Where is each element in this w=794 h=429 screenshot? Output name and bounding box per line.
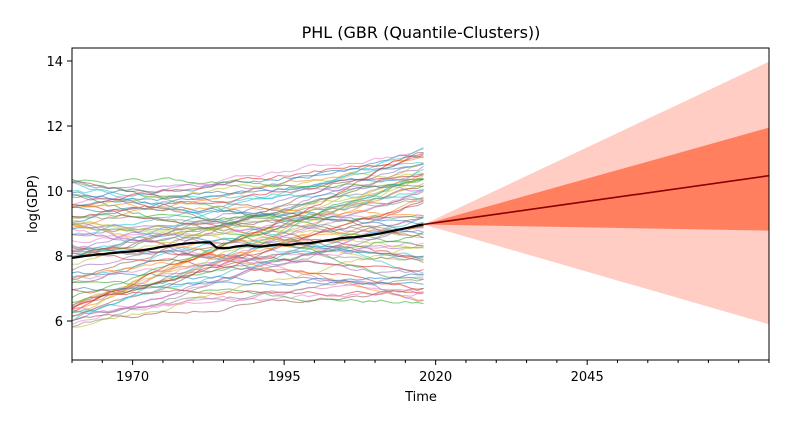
comparison-line xyxy=(72,273,424,291)
x-axis: 1970 1995 2020 2045 xyxy=(71,360,770,385)
comparison-line xyxy=(72,147,424,258)
comparison-line xyxy=(72,206,424,225)
comparison-line xyxy=(72,181,424,192)
x-tick-label: 1970 xyxy=(116,370,149,385)
x-tick-label: 2020 xyxy=(419,370,452,385)
comparison-line xyxy=(72,224,424,301)
comparison-line xyxy=(72,163,424,199)
y-tick-label: 10 xyxy=(46,185,63,200)
comparison-line xyxy=(72,216,424,231)
comparison-line xyxy=(72,151,424,281)
comparison-line xyxy=(72,288,424,297)
comparison-line xyxy=(72,247,424,272)
chart-title: PHL (GBR (Quantile-Clusters)) xyxy=(302,23,541,42)
comparison-line xyxy=(72,202,424,217)
comparison-line xyxy=(72,155,424,229)
forecast-inner-band xyxy=(423,127,769,231)
comparison-line xyxy=(72,271,424,285)
comparison-line xyxy=(72,278,424,314)
comparison-line xyxy=(72,200,424,237)
comparison-line xyxy=(72,173,424,255)
y-axis-label: log(GDP) xyxy=(26,175,41,233)
comparison-line xyxy=(72,231,424,304)
y-tick-label: 14 xyxy=(46,55,63,70)
x-axis-label: Time xyxy=(404,390,437,405)
comparison-line xyxy=(72,200,424,310)
x-tick-label: 2045 xyxy=(571,370,604,385)
comparison-line xyxy=(72,179,424,265)
comparison-line xyxy=(72,224,424,249)
plot-area xyxy=(72,61,769,328)
x-tick-label: 1995 xyxy=(268,370,301,385)
comparison-line xyxy=(72,225,424,257)
comparison-line xyxy=(72,222,424,234)
comparison-line xyxy=(72,189,424,307)
comparison-line xyxy=(72,292,424,311)
comparison-line xyxy=(72,213,424,244)
comparison-line xyxy=(72,161,424,236)
plot-frame xyxy=(71,47,770,361)
comparison-line xyxy=(72,242,424,280)
forecast-median-line xyxy=(423,174,769,226)
comparison-line xyxy=(72,247,424,261)
y-tick-label: 6 xyxy=(55,315,63,330)
comparison-line xyxy=(72,148,424,206)
comparison-line xyxy=(72,177,424,299)
y-tick-label: 8 xyxy=(55,250,63,265)
history-line xyxy=(72,223,424,259)
comparison-line xyxy=(72,189,424,278)
comparison-line xyxy=(72,154,424,207)
comparison-line xyxy=(72,287,424,322)
y-tick-label: 12 xyxy=(46,120,63,135)
y-axis: 6 8 10 12 14 xyxy=(46,55,72,330)
